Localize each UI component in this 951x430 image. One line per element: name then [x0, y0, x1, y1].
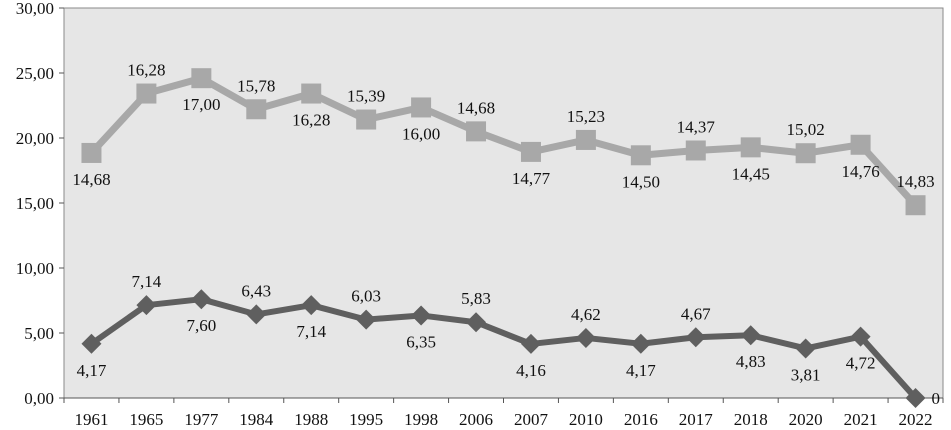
series-line	[89, 296, 918, 401]
data-point	[740, 137, 761, 158]
y-axis: 0,00 5,00 10,00 15,00 20,00 25,00 30,00	[16, 0, 64, 408]
data-point	[136, 295, 157, 316]
x-tick-label: 1984	[239, 410, 274, 429]
x-tick-label: 2017	[679, 410, 714, 429]
data-point	[246, 99, 267, 120]
data-point	[520, 333, 541, 354]
data-label: 3,81	[791, 365, 821, 384]
x-tick-label: 1998	[404, 410, 438, 429]
plot-area	[63, 7, 944, 399]
data-label: 16,28	[292, 111, 330, 130]
x-tick-label: 2022	[899, 410, 933, 429]
x-tick-label: 1977	[184, 410, 219, 429]
y-tick-label: 30,00	[16, 0, 54, 18]
data-point	[81, 333, 102, 354]
y-tick-label: 25,00	[16, 64, 54, 83]
data-label: 7,14	[296, 322, 326, 341]
data-label: 4,62	[571, 305, 601, 324]
x-tick-label: 2016	[624, 410, 658, 429]
data-label: 15,02	[787, 120, 825, 139]
y-tick-label: 15,00	[16, 194, 54, 213]
series-lower	[81, 289, 926, 408]
data-label: 4,17	[77, 361, 107, 380]
data-label: 6,03	[351, 287, 381, 306]
data-label: 4,72	[846, 354, 876, 373]
x-tick-label: 2010	[569, 410, 603, 429]
data-label: 16,00	[402, 124, 440, 143]
x-tick-label: 2018	[734, 410, 768, 429]
data-point	[301, 295, 322, 316]
series-line	[88, 74, 919, 208]
x-tick-label: 1995	[349, 410, 383, 429]
data-label: 0	[932, 389, 941, 408]
data-point	[466, 312, 487, 333]
series-layer	[81, 68, 926, 408]
x-tick-label: 1988	[294, 410, 328, 429]
data-label: 14,37	[677, 117, 716, 136]
x-tick-label: 2006	[459, 410, 493, 429]
data-point	[685, 140, 706, 161]
x-tick-label: 2020	[789, 410, 823, 429]
data-label: 5,83	[461, 289, 491, 308]
data-label: 6,43	[241, 281, 271, 300]
data-point	[411, 305, 432, 326]
data-point	[685, 327, 706, 348]
data-label: 15,23	[567, 107, 605, 126]
data-point	[630, 333, 651, 354]
data-point	[356, 309, 377, 330]
data-label: 14,50	[622, 172, 660, 191]
data-labels: 14,68 16,28 17,00 15,78 16,28 15,39 16,00 14,68…	[72, 61, 940, 408]
data-point	[81, 142, 102, 163]
data-label: 14,45	[732, 164, 770, 183]
data-point	[850, 134, 871, 155]
data-label: 14,68	[72, 170, 110, 189]
data-label: 4,83	[736, 352, 766, 371]
data-label: 7,60	[186, 316, 216, 335]
data-point	[191, 68, 212, 89]
y-tick-label: 5,00	[24, 324, 54, 343]
data-point	[191, 289, 212, 310]
data-label: 14,83	[896, 172, 934, 191]
data-point	[905, 195, 926, 216]
data-point	[795, 338, 816, 359]
data-point	[575, 129, 596, 150]
data-label: 14,77	[512, 169, 551, 188]
x-tick-label: 2021	[844, 410, 878, 429]
y-tick-label: 10,00	[16, 259, 54, 278]
data-point	[520, 141, 541, 162]
data-label: 15,39	[347, 87, 385, 106]
data-point	[575, 327, 596, 348]
data-point	[411, 97, 432, 118]
series-upper	[81, 68, 926, 216]
data-point	[905, 388, 926, 408]
data-label: 17,00	[182, 95, 220, 114]
x-axis: 1961 1965 1977 1984 1988 1995 1998 2006 2007 2010…	[63, 397, 944, 429]
x-tick-label: 1965	[129, 410, 163, 429]
data-point	[740, 325, 761, 346]
data-label: 14,76	[841, 162, 879, 181]
data-point	[136, 83, 157, 104]
data-point	[850, 326, 871, 347]
y-tick-label: 0,00	[24, 389, 54, 408]
x-tick-label: 2007	[514, 410, 549, 429]
data-label: 4,17	[626, 361, 656, 380]
data-point	[356, 109, 377, 130]
data-label: 16,28	[127, 61, 165, 80]
data-label: 7,14	[132, 272, 162, 291]
y-tick-label: 20,00	[16, 129, 54, 148]
data-label: 15,78	[237, 76, 275, 95]
data-label: 4,67	[681, 304, 711, 323]
data-point	[630, 145, 651, 166]
data-point	[795, 143, 816, 164]
data-label: 6,35	[406, 332, 436, 351]
x-tick-label: 1961	[74, 410, 108, 429]
data-point	[246, 304, 267, 325]
data-point	[466, 121, 487, 142]
data-label: 4,16	[516, 361, 546, 380]
data-label: 14,68	[457, 98, 495, 117]
data-point	[301, 83, 322, 104]
